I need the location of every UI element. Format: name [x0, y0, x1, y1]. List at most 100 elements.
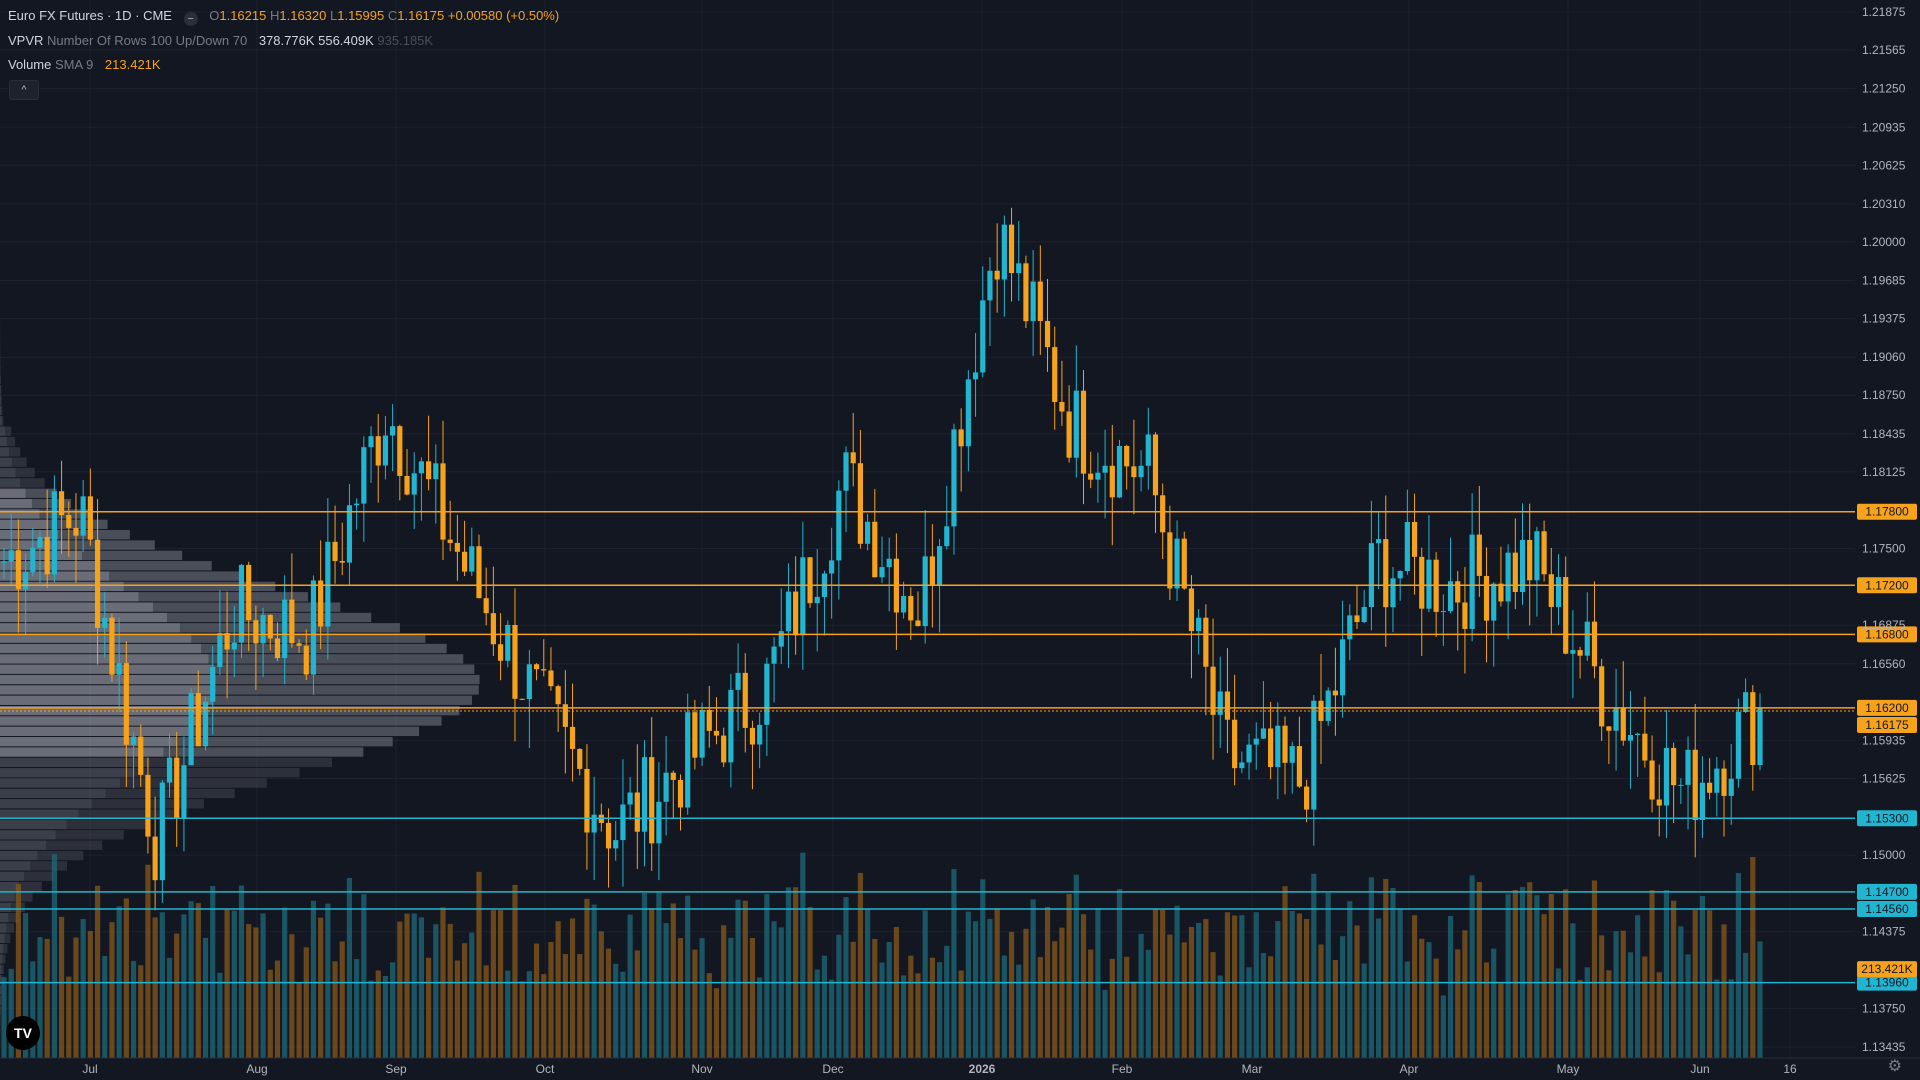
- volume-bar: [1138, 933, 1144, 1058]
- volume-bar: [1663, 890, 1670, 1058]
- candle-body: [73, 527, 79, 536]
- candle-body: [1203, 617, 1209, 667]
- volume-bar: [325, 903, 331, 1058]
- y-tick-label: 1.15000: [1862, 848, 1906, 862]
- volume-bar: [1419, 938, 1425, 1058]
- vpvr-up-bar: [0, 902, 12, 912]
- candle-body: [469, 546, 475, 572]
- collapse-legend-button[interactable]: ^: [9, 80, 39, 100]
- vpvr-up-bar: [0, 933, 5, 943]
- candle-body: [1059, 402, 1065, 412]
- vpvr-down-bar: [149, 757, 332, 768]
- volume-bar: [533, 943, 540, 1058]
- volume-bar: [1311, 873, 1317, 1058]
- candle-body: [1390, 578, 1396, 608]
- candle-body: [836, 490, 842, 561]
- candle-body: [267, 614, 273, 639]
- symbol-title[interactable]: Euro FX Futures · 1D · CME: [8, 8, 172, 23]
- vpvr-up-bar: [0, 550, 82, 561]
- vpvr-down-bar: [55, 830, 124, 840]
- candle-body: [634, 792, 640, 832]
- volume-bar: [1606, 970, 1612, 1058]
- candle-body: [548, 670, 554, 687]
- volume-bar: [1232, 915, 1238, 1058]
- candle-body: [922, 556, 928, 627]
- volume-legend[interactable]: Volume SMA 9 213.421K: [8, 57, 161, 73]
- volume-bar: [30, 961, 36, 1058]
- vpvr-down-bar: [6, 923, 14, 933]
- vpvr-legend[interactable]: VPVR Number Of Rows 100 Up/Down 70 378.7…: [8, 33, 433, 49]
- chart-settings-gear-icon[interactable]: ⚙: [1887, 1058, 1902, 1075]
- candle-body: [1253, 738, 1259, 745]
- candle-body: [339, 560, 345, 563]
- vpvr-up-bar: [0, 530, 59, 540]
- candle-body: [37, 537, 43, 548]
- candle-body: [310, 580, 317, 675]
- volume-bar: [1008, 931, 1015, 1058]
- candle-body: [1167, 532, 1173, 589]
- candle-body: [1627, 735, 1634, 741]
- volume-bar: [1426, 942, 1432, 1058]
- volume-bar: [289, 934, 295, 1058]
- y-tick-label: 1.13750: [1862, 1001, 1906, 1015]
- volume-bar: [1555, 968, 1562, 1058]
- volume-bar: [857, 872, 864, 1058]
- candle-body: [1188, 588, 1195, 632]
- volume-bar: [1714, 979, 1720, 1058]
- x-tick-label: 2026: [969, 1062, 996, 1076]
- volume-bar: [1577, 979, 1583, 1058]
- candle-body: [116, 663, 122, 675]
- volume-bar: [224, 909, 230, 1058]
- candle-body: [202, 701, 209, 747]
- volume-bar: [382, 975, 389, 1058]
- vpvr-down-value: 556.409K: [318, 33, 374, 48]
- candle-body: [260, 614, 266, 644]
- volume-bar: [1599, 935, 1605, 1058]
- volume-bar: [900, 975, 907, 1058]
- candle-body: [879, 567, 885, 578]
- volume-bar: [332, 961, 338, 1058]
- candle-body: [1073, 390, 1079, 458]
- volume-bar: [253, 927, 259, 1058]
- y-tick-label: 1.16560: [1862, 657, 1906, 671]
- tradingview-logo-icon[interactable]: TV: [6, 1016, 40, 1050]
- vpvr-up-bar: [0, 830, 56, 840]
- volume-bar: [829, 979, 835, 1058]
- candle-body: [1534, 531, 1540, 581]
- vpvr-down-bar: [1, 405, 3, 416]
- volume-bar: [987, 918, 993, 1058]
- volume-bar: [339, 941, 345, 1058]
- candle-body: [274, 638, 281, 659]
- vpvr-up-bar: [0, 519, 49, 529]
- volume-bar: [267, 969, 273, 1058]
- vpvr-down-bar: [163, 747, 364, 757]
- candle-body: [58, 491, 65, 516]
- volume-bar: [771, 921, 777, 1058]
- candle-body: [1591, 621, 1598, 667]
- volume-bar: [1052, 941, 1058, 1058]
- volume-bar: [627, 914, 633, 1058]
- x-tick-label: May: [1557, 1062, 1580, 1076]
- candle-body: [426, 461, 432, 480]
- candle-body: [1210, 666, 1216, 715]
- market-status-icon[interactable]: −: [183, 12, 198, 26]
- candle-body: [123, 663, 129, 745]
- candle-body: [591, 814, 597, 833]
- vpvr-up-bar: [0, 778, 121, 788]
- x-tick-label: Oct: [536, 1062, 555, 1076]
- candle-body: [1635, 733, 1641, 736]
- vpvr-up-bar: [0, 819, 67, 830]
- candle-body: [1498, 583, 1504, 602]
- candle-body: [584, 768, 590, 833]
- y-tick-label: 1.21875: [1862, 5, 1906, 19]
- volume-bar: [1001, 955, 1007, 1058]
- candle-body: [390, 426, 396, 436]
- vpvr-down-bar: [213, 664, 475, 674]
- candle-body: [1483, 575, 1490, 621]
- volume-bar: [757, 977, 763, 1058]
- symbol-legend: Euro FX Futures · 1D · CME − O1.16215 H1…: [8, 8, 559, 26]
- candle-body: [1339, 639, 1346, 696]
- candle-body: [1311, 700, 1317, 810]
- candle-body: [1570, 650, 1576, 654]
